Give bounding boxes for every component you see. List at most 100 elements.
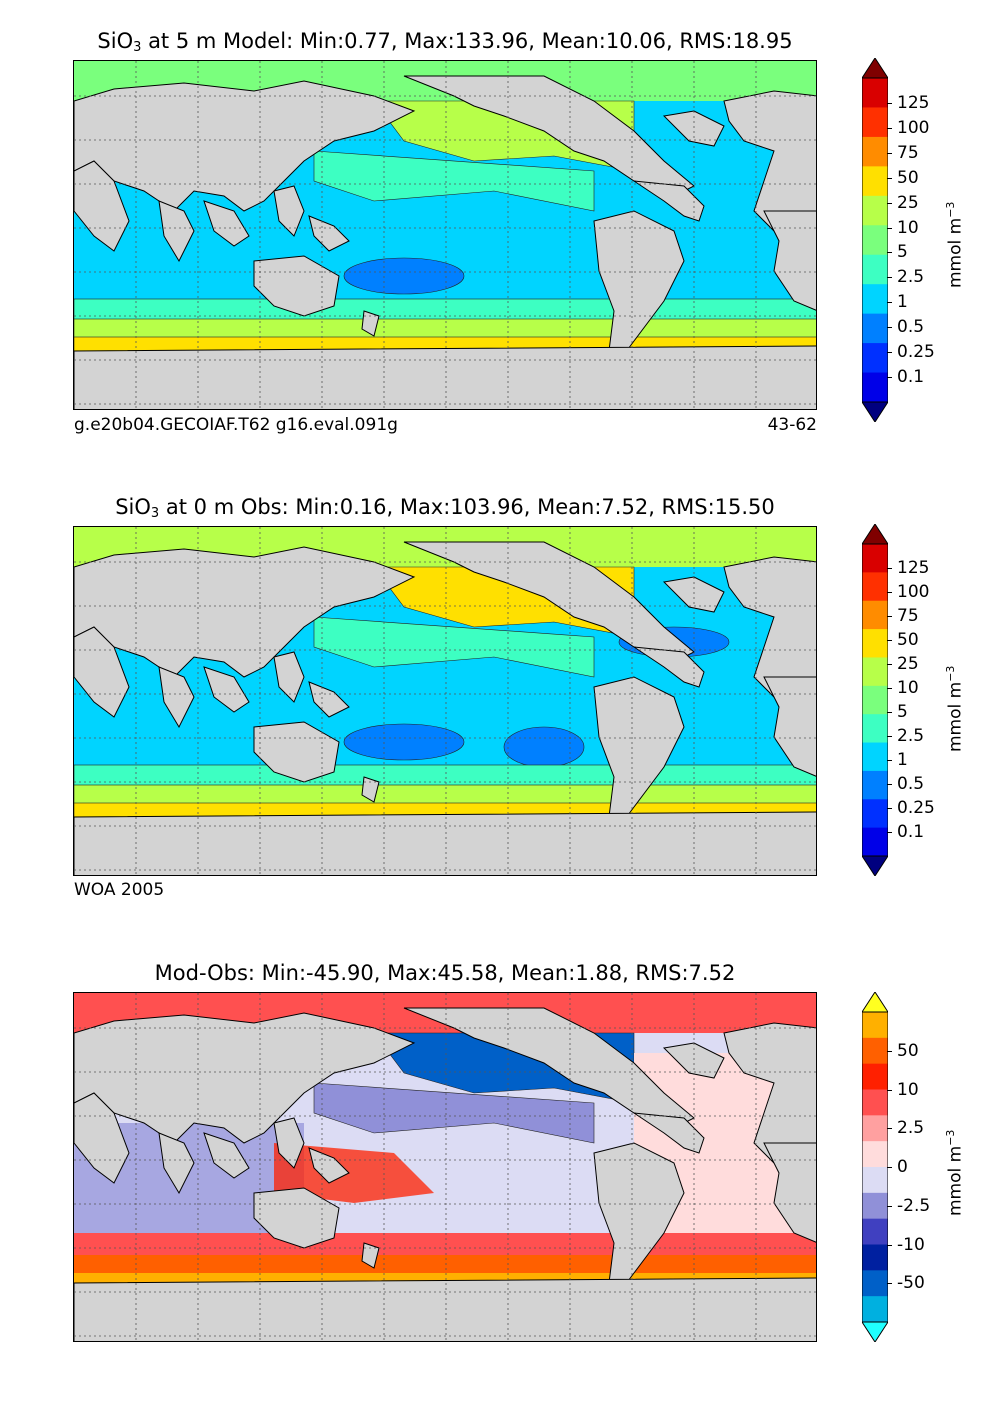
- colorbar-tick-label: -2.5: [886, 1195, 931, 1216]
- colorbar-band: [862, 254, 888, 285]
- diff-unit-label: mmol m−3: [944, 1129, 966, 1216]
- land-mass: [662, 1042, 725, 1079]
- diff-map: [73, 992, 817, 1342]
- colorbar-band: [862, 136, 888, 167]
- colorbar-outline: [862, 1011, 888, 1323]
- colorbar-tick-label: 0.25: [887, 342, 935, 363]
- colorbar-band: [862, 1037, 888, 1065]
- colorbar-band: [862, 742, 888, 772]
- obs-title: SiO3 at 0 m Obs: Min:0.16, Max:103.96, M…: [115, 495, 775, 521]
- land-mass: [662, 110, 725, 147]
- land-mass: [723, 90, 816, 232]
- land-mass: [253, 721, 340, 783]
- colorbar-bottom-arrow: [862, 1321, 888, 1342]
- colorbar-band: [862, 1115, 888, 1142]
- diff-colorbar-ticks: 50 10 2.5 0 -2.5 -10 -50: [886, 992, 957, 1342]
- land-mass: [74, 1277, 816, 1341]
- obs-map: [73, 526, 817, 876]
- model-map: [73, 60, 817, 410]
- land-mass: [74, 626, 130, 718]
- land-mass: [593, 210, 685, 362]
- colorbar-band: [862, 372, 888, 403]
- land-mass: [308, 1147, 350, 1184]
- land-mass: [203, 1132, 250, 1179]
- land-mass: [763, 210, 816, 311]
- land-mass: [74, 811, 816, 875]
- colorbar-tick-label: 10: [887, 1079, 919, 1100]
- colorbar-tick-label: 25: [887, 654, 919, 674]
- land-mass: [593, 676, 685, 828]
- colorbar-tick-label: -50: [887, 1273, 925, 1294]
- colorbar-band: [862, 629, 888, 658]
- colorbar-band: [862, 827, 888, 857]
- south-band-2: [74, 318, 816, 340]
- obs-colorbar-ticks: 125 100 75 50 25 10 5 2.5 1 0.5 0.25 0.1: [886, 524, 957, 876]
- model-years-caption: 43-62: [767, 415, 817, 435]
- obs-unit-label: mmol m−3: [944, 665, 966, 752]
- land-mass: [723, 556, 816, 698]
- colorbar-tick-label: 1: [887, 292, 908, 313]
- colorbar-bottom-arrow: [862, 855, 888, 876]
- colorbar-band: [862, 572, 888, 602]
- colorbar-band: [862, 1218, 888, 1245]
- colorbar-tick-label: 75: [887, 606, 919, 626]
- south-band-2: [74, 1255, 816, 1273]
- colorbar-tick-label: 2.5: [886, 267, 925, 288]
- land-mass: [273, 185, 305, 237]
- land-mass: [633, 1112, 705, 1154]
- land-mass: [158, 1132, 195, 1195]
- colorbar-top-arrow: [862, 992, 888, 1013]
- colorbar-band: [862, 78, 888, 108]
- colorbar-outline: [862, 77, 888, 403]
- obs-source-caption: WOA 2005: [74, 880, 165, 900]
- land-mass: [203, 666, 250, 713]
- south-band-2: [74, 784, 816, 806]
- colorbar-tick-label: 0.5: [886, 317, 925, 338]
- colorbar-tick-label: 10: [887, 678, 919, 698]
- land-mass: [633, 180, 705, 222]
- obs-panel: SiO3 at 0 m Obs: Min:0.16, Max:103.96, M…: [0, 494, 1006, 954]
- colorbar-tick-label: 75: [887, 142, 919, 163]
- south-band-1: [74, 298, 816, 322]
- land-mass: [273, 1117, 305, 1169]
- land-mass: [74, 160, 130, 252]
- model-colorbar: [862, 58, 888, 422]
- land-mass: [308, 215, 350, 252]
- land-mass: [361, 1242, 380, 1269]
- diff-panel: Mod-Obs: Min:-45.90, Max:45.58, Mean:1.8…: [0, 960, 1006, 1420]
- colorbar-top-arrow: [862, 58, 888, 79]
- model-unit-label: mmol m−3: [944, 201, 966, 288]
- colorbar-tick-label: 0.1: [886, 822, 925, 842]
- colorbar-tick-label: 10: [887, 217, 919, 238]
- land-mass: [723, 1022, 816, 1164]
- colorbar-band: [862, 1296, 888, 1323]
- land-mass: [593, 1142, 685, 1294]
- diff-map-svg: [74, 993, 816, 1341]
- land-mass: [158, 666, 195, 729]
- colorbar-band: [862, 1141, 888, 1168]
- colorbar-band: [862, 195, 888, 226]
- colorbar-tick-label: 100: [886, 582, 930, 602]
- colorbar-tick-label: -10: [887, 1234, 925, 1255]
- model-colorbar-ticks: 125 100 75 50 25 10 5 2.5 1 0.5 0.25 0.1: [886, 58, 957, 422]
- land-mass: [763, 1142, 816, 1243]
- south-pacific-gyre: [343, 723, 465, 761]
- model-title: SiO3 at 5 m Model: Min:0.77, Max:133.96,…: [97, 29, 793, 55]
- colorbar-band: [862, 313, 888, 344]
- colorbar-tick-label: 0: [887, 1157, 908, 1177]
- south-band-1: [74, 764, 816, 788]
- colorbar-band: [862, 343, 888, 374]
- colorbar-band: [862, 799, 888, 829]
- colorbar-band: [862, 1089, 888, 1116]
- diff-colorbar: [862, 992, 888, 1342]
- diff-title: Mod-Obs: Min:-45.90, Max:45.58, Mean:1.8…: [154, 961, 736, 985]
- south-band-1: [74, 1233, 816, 1255]
- colorbar-tick-label: 100: [886, 117, 930, 138]
- colorbar-band: [862, 1244, 888, 1271]
- east-pacific-gyre: [503, 726, 585, 768]
- colorbar-band: [862, 225, 888, 256]
- colorbar-top-arrow: [862, 524, 888, 545]
- land-mass: [662, 576, 725, 613]
- colorbar-tick-label: 2.5: [886, 726, 925, 746]
- land-mass: [308, 681, 350, 718]
